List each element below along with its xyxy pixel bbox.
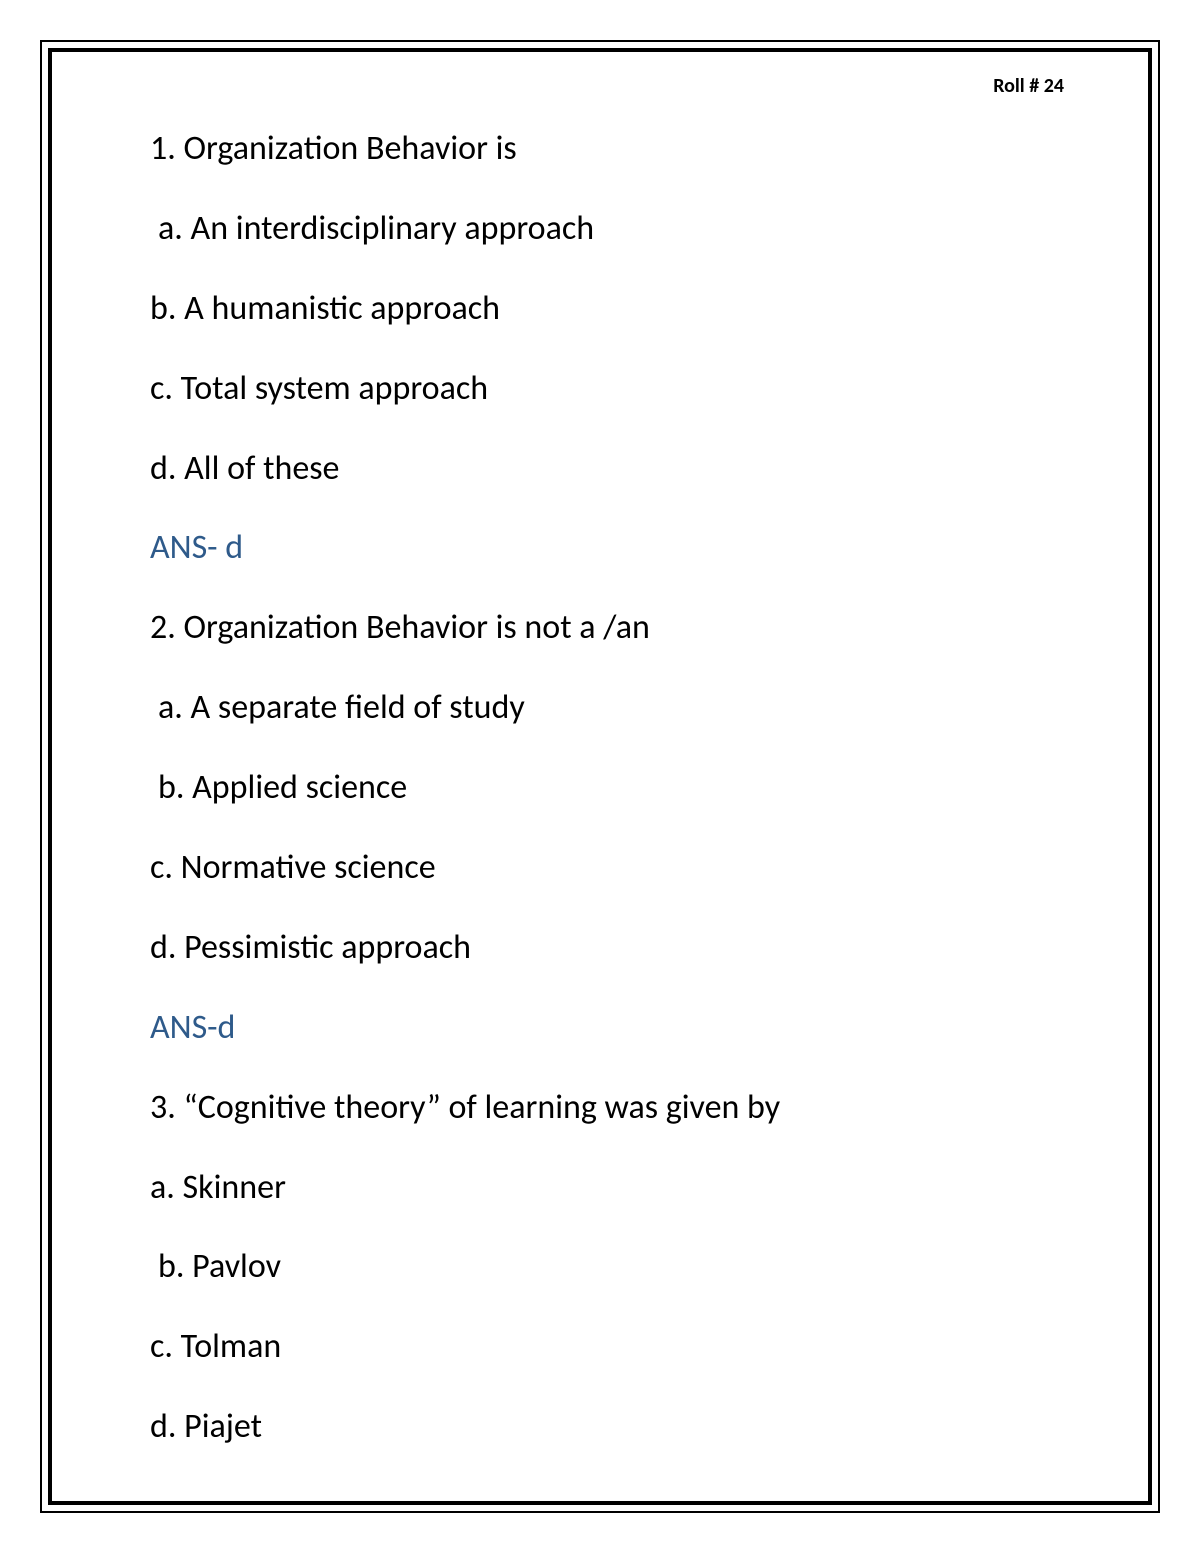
question-option: c. Tolman <box>150 1324 1068 1370</box>
document-content: 1. Organization Behavior is a. An interd… <box>132 126 1068 1450</box>
question-answer: ANS-d <box>150 1005 1068 1051</box>
question-option: c. Normative science <box>150 845 1068 891</box>
question-option: b. Applied science <box>150 765 1068 811</box>
question-option: b. A humanistic approach <box>150 286 1068 332</box>
roll-number-header: Roll # 24 <box>132 74 1068 98</box>
question-prompt: 2. Organization Behavior is not a /an <box>150 605 1068 651</box>
question-option: d. All of these <box>150 446 1068 492</box>
question-option: a. Skinner <box>150 1165 1068 1211</box>
question-option: b. Pavlov <box>150 1244 1068 1290</box>
question-prompt: 3. “Cognitive theory” of learning was gi… <box>150 1085 1068 1131</box>
page-inner-border: Roll # 24 1. Organization Behavior is a.… <box>48 48 1152 1505</box>
question-prompt: 1. Organization Behavior is <box>150 126 1068 172</box>
question-option: c. Total system approach <box>150 366 1068 412</box>
question-option: d. Pessimistic approach <box>150 925 1068 971</box>
question-option: a. A separate field of study <box>150 685 1068 731</box>
question-answer: ANS- d <box>150 525 1068 571</box>
question-option: a. An interdisciplinary approach <box>150 206 1068 252</box>
question-option: d. Piajet <box>150 1404 1068 1450</box>
page-outer-border: Roll # 24 1. Organization Behavior is a.… <box>40 40 1160 1513</box>
